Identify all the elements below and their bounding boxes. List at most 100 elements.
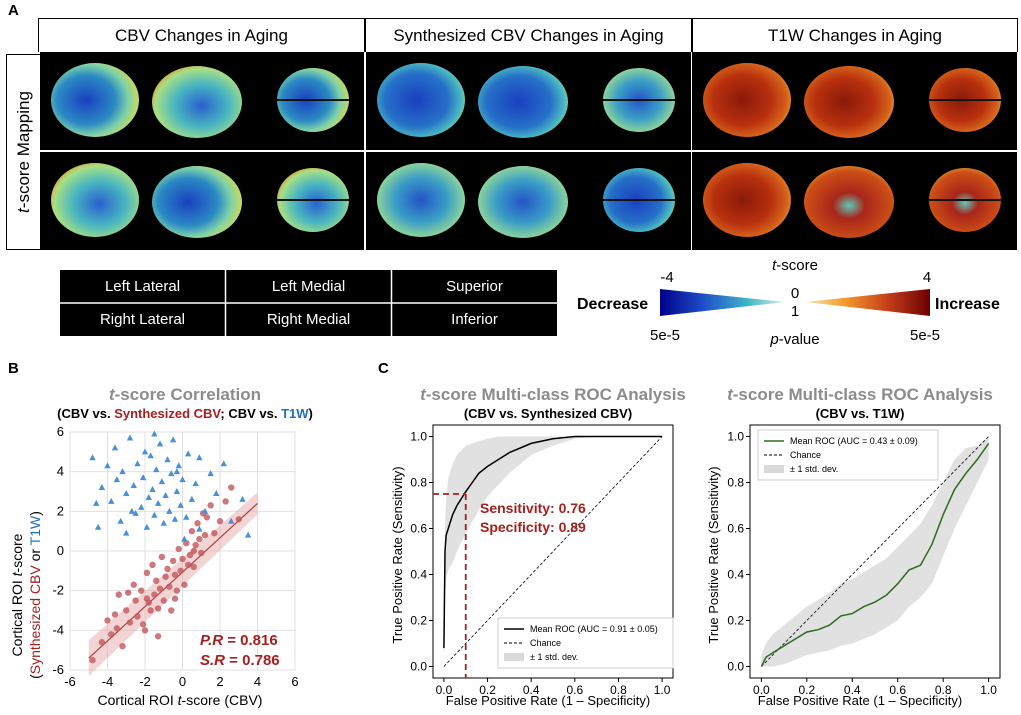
scatter-point-t1w — [147, 452, 154, 459]
scatter-ytick-label: 4 — [57, 464, 64, 479]
roc-ytick-label: 0.0 — [410, 660, 427, 674]
scatter-point-t1w — [173, 468, 181, 475]
scatter-point-synth-cbv — [113, 625, 121, 632]
scatter-point-synth-cbv — [115, 591, 122, 598]
roc-xtick-label: 0.0 — [436, 683, 453, 697]
scatter-point-t1w — [145, 493, 152, 500]
scatter-point-t1w — [201, 507, 209, 514]
scatter-ytick-label: 0 — [57, 543, 64, 558]
scatter-point-synth-cbv — [143, 595, 151, 602]
scatter-ytick-label: 2 — [57, 503, 64, 518]
scatter-point-t1w — [196, 454, 203, 461]
scatter-point-t1w — [143, 523, 151, 530]
scatter-point-synth-cbv — [216, 518, 224, 525]
colorbar-decrease-wedge — [660, 289, 785, 316]
scatter-point-t1w — [119, 468, 126, 475]
scatter-point-t1w — [175, 462, 182, 469]
scatter-point-synth-cbv — [171, 571, 179, 578]
scatter-point-synth-cbv — [175, 545, 182, 553]
roc1-xlabel: False Positive Rate (1 – Specificity) — [446, 693, 650, 708]
scatter-point-synth-cbv — [192, 541, 199, 549]
roc-chance-line — [443, 436, 663, 667]
scatter-point-synth-cbv — [203, 514, 211, 521]
scatter-point-synth-cbv — [151, 591, 158, 598]
scatter-xtick-label: 2 — [216, 674, 223, 689]
scatter-point-synth-cbv — [173, 587, 181, 594]
scatter-point-synth-cbv — [190, 563, 197, 571]
scatter-point-t1w — [207, 470, 214, 477]
scatter-point-synth-cbv — [154, 605, 162, 612]
roc-ytick-label: 0.2 — [727, 614, 744, 628]
roc-ytick-label: 1.0 — [727, 430, 744, 444]
scatter-point-t1w — [138, 503, 145, 510]
scatter-point-t1w — [168, 470, 175, 477]
scatter-title: t-score Correlation — [109, 385, 261, 404]
scatter-point-synth-cbv — [130, 581, 137, 588]
scatter-point-synth-cbv — [194, 520, 201, 527]
brain-panel-synth-cbv — [366, 52, 691, 250]
roc-ytick-label: 0.6 — [410, 522, 427, 536]
scatter-point-t1w — [196, 525, 203, 532]
roc1-ylabel: True Positive Rate (Sensitivity) — [390, 466, 405, 643]
scatter-point-t1w — [166, 507, 173, 514]
view-right-lateral: Right Lateral — [99, 311, 186, 328]
scatter-confidence-band — [88, 492, 258, 676]
scatter-point-synth-cbv — [98, 639, 106, 646]
spearman-annotation: S.R = 0.786 — [200, 652, 280, 669]
scatter-point-t1w — [192, 480, 199, 487]
roc2-legend-std: ± 1 std. dev. — [790, 464, 838, 474]
scatter-point-synth-cbv — [171, 595, 179, 602]
roc-xtick-label: 0.4 — [844, 683, 861, 697]
scatter-point-t1w — [130, 482, 137, 489]
column-header-cbv: CBV Changes in Aging — [38, 18, 365, 52]
roc-mean-curve — [443, 435, 663, 649]
roc2-title: t-score Multi-class ROC Analysis — [727, 385, 993, 404]
roc-xtick-label: 0.2 — [479, 683, 496, 697]
roc1-title: t-score Multi-class ROC Analysis — [420, 385, 686, 404]
scatter-point-synth-cbv — [162, 573, 169, 580]
scatter-ylabel-1: Cortical ROI t-score — [9, 533, 25, 656]
colorbar-left-pvalue: 5e-5 — [650, 327, 680, 344]
view-right-medial: Right Medial — [266, 311, 351, 328]
brain-panel-t1w — [692, 52, 1017, 250]
brain-images-synth-cbv — [366, 63, 691, 238]
scatter-point-synth-cbv — [190, 547, 197, 555]
scatter-point-t1w — [113, 476, 121, 483]
scatter-point-t1w — [179, 476, 186, 483]
roc-chart-synth: t-score Multi-class ROC Analysis (CBV vs… — [390, 385, 686, 708]
scatter-point-synth-cbv — [134, 613, 141, 620]
scatter-point-synth-cbv — [181, 581, 188, 588]
scatter-point-t1w — [94, 523, 102, 530]
roc1-legend-std: ± 1 std. dev. — [530, 652, 578, 662]
roc-chance-line — [761, 436, 989, 667]
roc-ytick-label: 0.4 — [727, 568, 744, 582]
scatter-xtick-label: 4 — [254, 674, 261, 689]
brain-images-cbv — [40, 63, 364, 238]
roc-ytick-label: 0.8 — [410, 476, 427, 490]
scatter-point-t1w — [98, 484, 106, 491]
scatter-xtick-label: -2 — [139, 674, 151, 689]
scatter-chart: t-score Correlation (CBV vs. Synthesized… — [9, 385, 313, 708]
scatter-point-t1w — [117, 517, 124, 524]
panel-c-letter: C — [378, 360, 389, 377]
panel-b-letter: B — [8, 360, 19, 377]
scatter-point-synth-cbv — [141, 627, 149, 634]
scatter-point-synth-cbv — [160, 597, 167, 604]
roc2-legend: Mean ROC (AUC = 0.43 ± 0.09) Chance ± 1 … — [757, 429, 939, 481]
scatter-xlabel: Cortical ROI t-score (CBV) — [98, 692, 263, 708]
scatter-point-synth-cbv — [158, 553, 166, 561]
panel-a-letter: A — [8, 2, 19, 19]
scatter-ytick-label: -6 — [52, 662, 64, 677]
scatter-ytick-label: 6 — [57, 424, 64, 439]
roc2-ylabel: True Positive Rate (Sensitivity) — [706, 466, 721, 643]
scatter-point-t1w — [169, 436, 177, 443]
scatter-point-t1w — [151, 511, 158, 518]
scatter-point-synth-cbv — [164, 565, 171, 573]
view-legend-table: Left Lateral Left Medial Superior Right … — [60, 270, 557, 336]
scatter-point-t1w — [154, 499, 162, 506]
scatter-point-synth-cbv — [143, 569, 151, 577]
scatter-point-synth-cbv — [166, 583, 173, 590]
scatter-point-synth-cbv — [154, 633, 162, 640]
scatter-point-t1w — [104, 462, 111, 469]
roc-xtick-label: 1.0 — [980, 683, 997, 697]
